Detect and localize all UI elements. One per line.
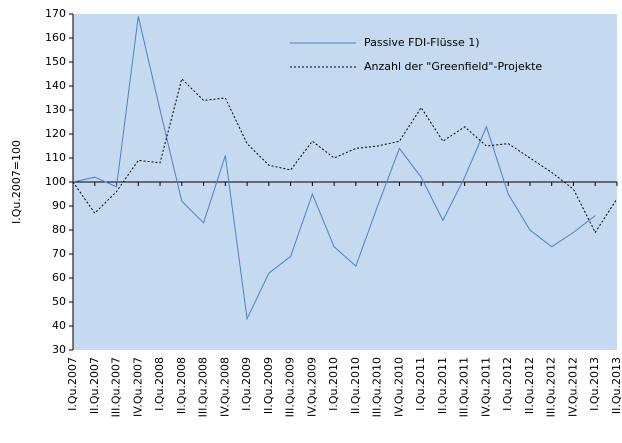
x-tick-label: III.Qu.2010 — [371, 357, 384, 417]
y-tick-label: 110 — [45, 151, 66, 164]
y-tick-label: 150 — [45, 55, 66, 68]
x-tick-label: III.Qu.2007 — [110, 357, 123, 417]
legend-label: Anzahl der "Greenfield"-Projekte — [364, 60, 542, 73]
x-tick-label: I.Qu.2007 — [66, 357, 79, 411]
x-tick-label: I.Qu.2008 — [153, 357, 166, 411]
x-tick-label: I.Qu.2009 — [240, 357, 253, 411]
x-tick-label: III.Qu.2011 — [458, 357, 471, 417]
y-tick-label: 30 — [52, 343, 66, 356]
y-tick-label: 80 — [52, 223, 66, 236]
x-tick-label: IV.Qu.2011 — [479, 357, 492, 417]
y-axis-label: I.Qu.2007=100 — [10, 140, 23, 224]
x-tick-label: II.Qu.2011 — [436, 357, 449, 414]
x-tick-label: IV.Qu.2010 — [392, 357, 405, 417]
y-tick-label: 50 — [52, 295, 66, 308]
x-tick-label: IV.Qu.2009 — [305, 357, 318, 417]
y-tick-label: 140 — [45, 79, 66, 92]
x-tick-label: I.Qu.2010 — [327, 357, 340, 411]
series-line — [72, 77, 618, 234]
legend-label: Passive FDI-Flüsse 1) — [364, 36, 480, 49]
x-tick-label: II.Qu.2012 — [523, 357, 536, 414]
y-tick-label: 130 — [45, 103, 66, 116]
x-tick-label: II.Qu.2013 — [610, 357, 622, 414]
series-line — [72, 16, 596, 321]
x-tick-label: I.Qu.2012 — [501, 357, 514, 411]
y-tick-label: 60 — [52, 271, 66, 284]
x-tick-label: II.Qu.2009 — [262, 357, 275, 414]
x-tick-label: I.Qu.2011 — [414, 357, 427, 411]
y-tick-label: 70 — [52, 247, 66, 260]
y-tick-label: 40 — [52, 319, 66, 332]
y-tick-label: 90 — [52, 199, 66, 212]
x-tick-label: III.Qu.2009 — [284, 357, 297, 417]
y-tick-label: 120 — [45, 127, 66, 140]
x-tick-label: IV.Qu.2012 — [566, 357, 579, 417]
x-tick-label: II.Qu.2007 — [88, 357, 101, 414]
x-tick-label: II.Qu.2010 — [349, 357, 362, 414]
x-tick-label: III.Qu.2012 — [545, 357, 558, 417]
x-tick-label: II.Qu.2008 — [175, 357, 188, 414]
x-tick-label: III.Qu.2008 — [197, 357, 210, 417]
x-tick-label: IV.Qu.2008 — [218, 357, 231, 417]
y-tick-label: 170 — [45, 7, 66, 20]
y-tick-label: 100 — [45, 175, 66, 188]
x-tick-label: I.Qu.2013 — [588, 357, 601, 411]
y-tick-label: 160 — [45, 31, 66, 44]
x-tick-label: IV.Qu.2007 — [131, 357, 144, 417]
